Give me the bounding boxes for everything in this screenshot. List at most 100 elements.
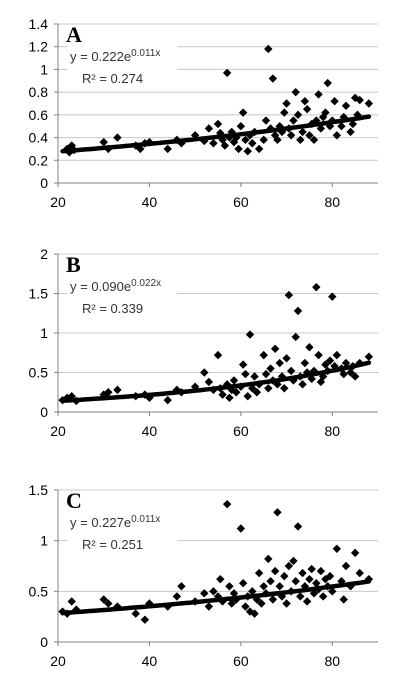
data-point	[209, 587, 218, 596]
data-point	[99, 137, 108, 147]
data-point	[305, 131, 314, 140]
data-point	[259, 135, 268, 145]
x-tick-label: 60	[233, 194, 249, 210]
y-tick-label: 2	[40, 246, 48, 262]
data-point	[332, 544, 342, 553]
y-tick-label: 1	[40, 533, 48, 549]
r-squared-label: R² = 0.251	[82, 537, 143, 552]
data-point	[332, 131, 342, 140]
data-point	[234, 144, 243, 154]
data-point	[248, 139, 257, 148]
data-point	[280, 571, 289, 581]
trendline-equation: y = 0.227e0.011x	[70, 514, 160, 530]
data-point	[286, 131, 296, 140]
data-point	[113, 385, 122, 395]
data-point	[291, 577, 300, 586]
data-point	[238, 108, 248, 117]
data-point	[257, 599, 266, 608]
data-point	[302, 104, 312, 114]
data-point	[330, 97, 339, 106]
data-point	[277, 127, 287, 137]
x-tick-label: 40	[142, 423, 158, 439]
data-point	[264, 554, 273, 564]
data-point	[254, 144, 264, 154]
data-point	[305, 574, 314, 584]
data-point	[364, 99, 374, 108]
panel-b: 0 0.5 1 1.5 2 20 40 60 80 By = 0.090e0.022x R² = 0…	[29, 246, 378, 439]
data-point	[325, 571, 335, 581]
trendline-equation: y = 0.222e0.011x	[70, 48, 160, 64]
data-point	[312, 282, 321, 292]
data-point	[213, 350, 223, 360]
data-point	[270, 566, 280, 576]
data-point	[241, 602, 250, 611]
data-point	[218, 390, 227, 399]
data-point	[213, 592, 223, 601]
data-point	[316, 124, 326, 133]
data-point	[243, 392, 252, 401]
data-point	[323, 78, 332, 88]
trendline	[60, 114, 372, 154]
data-point	[172, 592, 182, 601]
data-point	[364, 352, 374, 361]
data-point	[216, 574, 225, 584]
r-squared-label: R² = 0.274	[82, 71, 143, 86]
data-point	[300, 582, 310, 591]
data-point	[280, 384, 289, 393]
r-squared-label: R² = 0.339	[82, 301, 143, 316]
data-point	[355, 95, 364, 105]
data-point	[293, 306, 303, 316]
data-point	[286, 366, 296, 376]
y-tick-label: 0.5	[29, 365, 49, 381]
data-point	[204, 124, 214, 133]
data-point	[341, 101, 351, 110]
data-point	[177, 582, 186, 591]
equation-box	[67, 512, 177, 554]
data-point	[261, 369, 271, 379]
data-point	[277, 592, 287, 601]
y-tick-label: 1.5	[29, 482, 49, 498]
data-point	[266, 364, 275, 373]
data-point	[268, 595, 278, 604]
data-point	[298, 127, 307, 137]
data-point	[332, 350, 342, 360]
data-point	[341, 561, 351, 571]
y-tick-label: 1.2	[29, 39, 49, 55]
x-tick-label: 80	[324, 423, 340, 439]
data-point	[261, 116, 271, 125]
data-point	[293, 110, 303, 120]
data-point	[213, 119, 223, 129]
data-point	[314, 90, 323, 99]
data-point	[291, 87, 300, 97]
y-tick-label: 0	[40, 634, 48, 650]
data-point	[268, 74, 278, 83]
data-point	[241, 369, 250, 379]
data-point	[232, 388, 241, 397]
data-point	[337, 122, 346, 131]
y-tick-label: 0	[40, 404, 48, 420]
data-point	[316, 566, 326, 576]
data-point	[104, 388, 113, 397]
data-point	[302, 597, 312, 606]
x-tick-label: 20	[50, 653, 66, 669]
y-tick-label: 0.2	[29, 152, 49, 168]
data-point	[289, 116, 298, 125]
y-tick-label: 1.5	[29, 286, 49, 302]
data-point	[284, 290, 294, 300]
data-point	[337, 577, 346, 586]
data-point	[250, 609, 259, 618]
data-point	[339, 595, 348, 604]
panel-letter: C	[66, 488, 82, 513]
data-point	[238, 579, 248, 588]
data-point	[266, 577, 275, 586]
data-point	[300, 358, 310, 368]
data-point	[339, 369, 348, 379]
data-point	[200, 589, 209, 598]
data-point	[328, 292, 337, 301]
data-point	[275, 582, 284, 591]
trendline-equation: y = 0.090e0.022x	[70, 278, 161, 294]
x-tick-label: 80	[324, 194, 340, 210]
y-tick-label: 0.8	[29, 84, 49, 100]
x-tick-label: 20	[50, 194, 66, 210]
